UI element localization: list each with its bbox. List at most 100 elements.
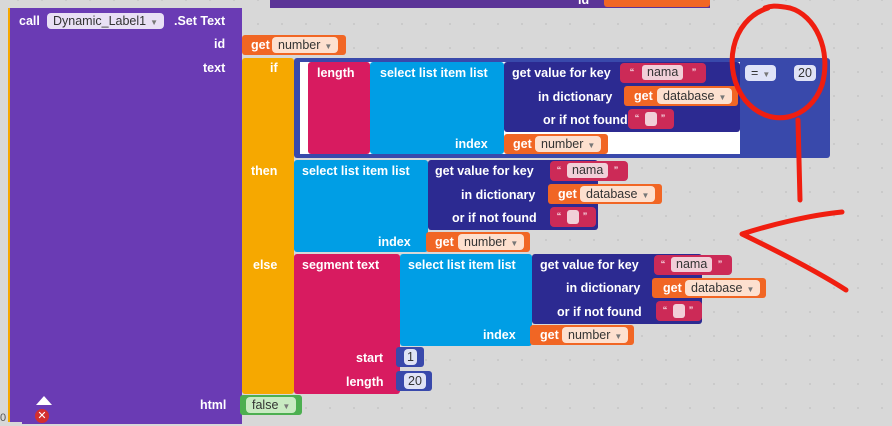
open-quote-icon: “ [630,66,634,80]
select-list-item-block-2[interactable] [294,160,428,252]
var-name: number [464,235,507,249]
close-quote-icon: ” [661,112,665,126]
then-keyword: then [251,164,278,178]
database-var-dropdown[interactable]: database ▼ [657,88,733,104]
var-name: database [691,281,743,295]
var-name: number [568,328,611,342]
key-string-value[interactable]: nama [671,257,713,272]
chevron-down-icon: ▼ [587,141,596,150]
get-value-for-key-label: get value for key [512,66,611,80]
compare-number-value[interactable]: 20 [794,65,816,81]
get-keyword: get [558,187,577,201]
close-quote-icon: ” [689,304,693,318]
call-set-text-block[interactable] [8,8,242,422]
var-name: number [541,137,584,151]
database-var-dropdown[interactable]: database ▼ [685,280,761,296]
chevron-down-icon: ▼ [746,285,755,294]
select-list-item-label: select list item list [408,258,516,272]
select-list-item-block-1[interactable] [370,62,504,154]
index-label: index [483,328,516,342]
empty-string-value[interactable] [673,304,685,318]
error-icon[interactable]: ✕ [35,409,49,423]
var-name: database [586,187,638,201]
empty-string-value[interactable] [645,112,657,126]
next-call-block[interactable] [22,417,242,424]
key-string-value[interactable]: nama [642,65,684,80]
open-quote-icon: “ [635,112,639,126]
index-label: index [378,235,411,249]
prev-get-number-block[interactable] [604,0,710,7]
close-quote-icon: ” [718,258,722,272]
chevron-down-icon: ▼ [762,70,771,79]
length-label: length [317,66,355,80]
select-list-item-label: select list item list [380,66,488,80]
length-block[interactable] [308,62,370,154]
number-var-dropdown[interactable]: number ▼ [562,327,629,343]
open-quote-icon: “ [557,164,561,178]
get-keyword: get [251,38,270,52]
id-socket-label: id [214,37,226,51]
component-dropdown[interactable]: Dynamic_Label1 ▼ [47,13,165,29]
chevron-down-icon: ▼ [641,191,650,200]
boolean-dropdown[interactable]: false ▼ [246,397,297,413]
get-value-for-key-label: get value for key [540,258,639,272]
collapse-caret-icon[interactable] [36,396,52,405]
boolean-value: false [252,398,279,412]
start-value[interactable]: 1 [404,349,417,365]
in-dictionary-label: in dictionary [566,281,641,295]
close-quote-icon: ” [583,210,587,224]
chevron-down-icon: ▼ [614,332,623,341]
var-name: database [663,89,715,103]
segment-block[interactable] [294,254,400,394]
chevron-down-icon: ▼ [282,402,291,411]
number-var-dropdown[interactable]: number ▼ [458,234,525,250]
open-quote-icon: “ [557,210,561,224]
get-keyword: get [435,235,454,249]
component-name: Dynamic_Label1 [53,14,147,28]
index-label: index [455,137,488,151]
if-then-else-block[interactable] [242,58,294,394]
var-name: number [278,38,321,52]
compare-operator-dropdown[interactable]: = ▼ [745,65,777,81]
length-value[interactable]: 20 [404,373,426,389]
open-quote-icon: “ [661,258,665,272]
chevron-down-icon: ▼ [150,18,159,27]
chevron-down-icon: ▼ [510,239,519,248]
length-label: length [346,375,384,389]
call-keyword: call [19,14,40,28]
open-quote-icon: “ [663,304,667,318]
key-string-value[interactable]: nama [567,163,609,178]
html-socket-label: html [200,398,227,412]
close-quote-icon: ” [692,66,696,80]
in-dictionary-label: in dictionary [461,188,536,202]
close-quote-icon: ” [614,164,618,178]
get-keyword: get [513,137,532,151]
select-list-item-block-3[interactable] [400,254,532,346]
database-var-dropdown[interactable]: database ▼ [580,186,656,202]
start-label: start [356,351,384,365]
if-keyword: if [270,61,278,75]
prev-id-label: id [578,0,590,7]
get-keyword: get [663,281,682,295]
prev-call-block[interactable] [270,0,710,8]
get-keyword: get [634,89,653,103]
empty-string-value[interactable] [567,210,579,224]
in-dictionary-label: in dictionary [538,90,613,104]
method-name: .Set Text [174,14,226,28]
select-list-item-label: select list item list [302,164,410,178]
else-keyword: else [253,258,278,272]
number-var-dropdown[interactable]: number ▼ [272,37,339,53]
or-if-not-found-label: or if not found [543,113,628,127]
get-value-for-key-label: get value for key [435,164,534,178]
segment-label: segment text [302,258,380,272]
or-if-not-found-label: or if not found [452,211,537,225]
number-var-dropdown[interactable]: number ▼ [535,136,602,152]
or-if-not-found-label: or if not found [557,305,642,319]
text-socket-label: text [203,61,226,75]
get-keyword: get [540,328,559,342]
operator-symbol: = [751,66,759,80]
line-number: 0 [0,412,7,424]
chevron-down-icon: ▼ [718,93,727,102]
